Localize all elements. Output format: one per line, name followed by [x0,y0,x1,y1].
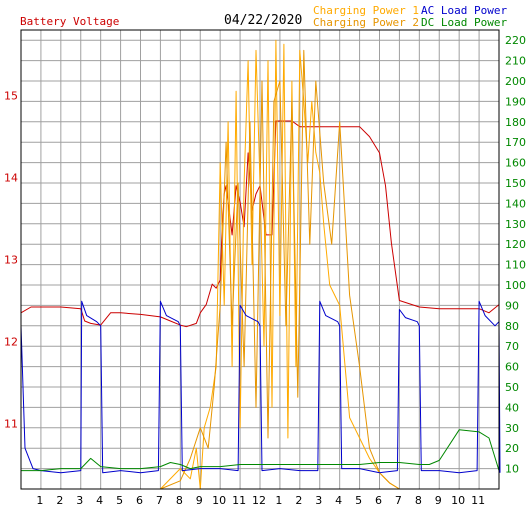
right-tick-label-16: 170 [505,136,526,149]
chart-date: 04/22/2020 [224,13,302,28]
right-tick-label-11: 120 [505,238,526,251]
x-tick-label-12: 1 [275,494,282,507]
x-tick-label-15: 4 [335,494,342,507]
x-tick-label-16: 5 [355,494,362,507]
series-layer [20,39,501,490]
x-tick-label-4: 5 [116,494,123,507]
right-tick-label-19: 200 [505,75,526,88]
x-tick-label-14: 3 [315,494,322,507]
right-tick-label-2: 30 [505,422,519,435]
x-tick-label-10: 11 [232,494,246,507]
right-tick-label-6: 70 [505,340,519,353]
right-tick-label-7: 80 [505,320,519,333]
x-tick-label-6: 7 [156,494,163,507]
right-tick-label-0: 10 [505,463,519,476]
x-tick-label-20: 9 [435,494,442,507]
x-tick-label-13: 2 [295,494,302,507]
right-tick-label-8: 90 [505,299,519,312]
right-tick-label-14: 150 [505,177,526,190]
x-tick-label-19: 8 [415,494,422,507]
x-tick-label-0: 1 [36,494,43,507]
legend-charging-power-2: Charging Power 2 [313,16,419,29]
left-tick-label-3: 14 [4,172,18,185]
x-tick-label-11: 12 [252,494,266,507]
left-tick-label-1: 12 [4,335,18,348]
right-axis-ticks: 10 20 30 40 50 60 70 80 90 100 110 120 130 140 150 160 1… [505,34,526,475]
x-tick-label-18: 7 [395,494,402,507]
x-tick-label-7: 8 [176,494,183,507]
right-tick-label-5: 60 [505,361,519,374]
x-tick-label-1: 2 [56,494,63,507]
series-charging-power-2 [21,49,499,490]
x-tick-label-22: 11 [471,494,485,507]
grid [21,30,499,489]
x-tick-label-8: 9 [196,494,203,507]
right-tick-label-9: 100 [505,279,526,292]
series-ac-load-power [20,300,501,474]
right-tick-label-17: 180 [505,116,526,129]
right-tick-label-15: 160 [505,157,526,170]
legend-dc-load-power: DC Load Power [421,16,507,29]
x-axis-ticks: 1 2 3 4 5 6 7 8 9 10 11 12 1 2 3 4 5 6 7 8 9 10 11 [36,494,485,507]
x-tick-label-2: 3 [76,494,83,507]
right-tick-label-1: 20 [505,442,519,455]
right-tick-label-12: 130 [505,218,526,231]
left-tick-label-2: 13 [4,254,18,267]
right-tick-label-10: 110 [505,259,526,272]
x-tick-label-5: 6 [136,494,143,507]
legend-charging-power-1: Charging Power 1 [313,4,419,17]
right-tick-label-4: 50 [505,381,519,394]
right-tick-label-21: 220 [505,34,526,47]
right-tick-label-18: 190 [505,95,526,108]
x-tick-label-17: 6 [375,494,382,507]
legend-ac-load-power: AC Load Power [421,4,507,17]
left-tick-label-4: 15 [4,90,18,103]
left-tick-label-0: 11 [4,417,18,430]
plot-frame [20,29,500,490]
left-axis-label: Battery Voltage [20,15,119,28]
right-tick-label-20: 210 [505,55,526,68]
x-tick-label-9: 10 [212,494,226,507]
series-dc-load-power [21,429,500,472]
series-battery-voltage [20,120,500,328]
right-tick-label-13: 140 [505,197,526,210]
x-tick-label-21: 10 [451,494,465,507]
right-tick-label-3: 40 [505,401,519,414]
left-axis-ticks: 11 12 13 14 15 [4,90,18,431]
x-tick-label-3: 4 [96,494,103,507]
